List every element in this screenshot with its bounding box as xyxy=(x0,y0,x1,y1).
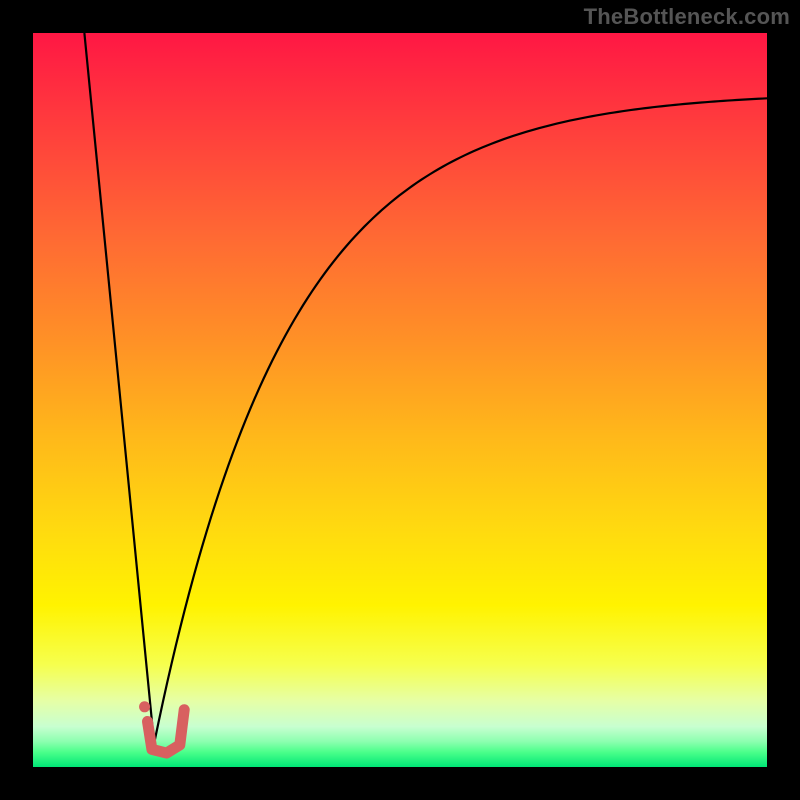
chart-container: TheBottleneck.com xyxy=(0,0,800,800)
watermark-text: TheBottleneck.com xyxy=(584,4,790,30)
optimal-marker-dot xyxy=(139,701,150,712)
plot-area xyxy=(33,33,767,767)
bottleneck-chart xyxy=(0,0,800,800)
